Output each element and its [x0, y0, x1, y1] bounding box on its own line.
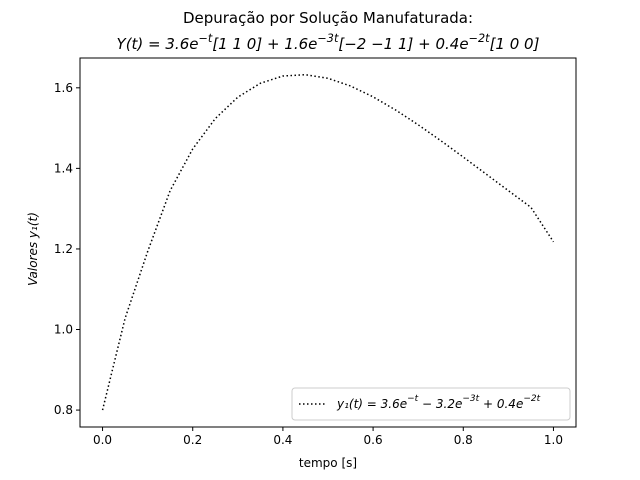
- plot-area: [101, 73, 555, 411]
- chart-subtitle: Y(t) = 3.6e−t​[1 1 0] + 1.6e−3t​[−2 −1 1…: [117, 32, 540, 53]
- y-tick-label: 1.4: [54, 161, 73, 175]
- y-tick-label: 1.2: [54, 242, 73, 256]
- axes-frame: [79, 57, 577, 428]
- axes: 0.0 0.2 0.4 0.6 0.8 1.0 0.8 1.0 1.2 1.4 1.6: [54, 57, 577, 447]
- x-tick-label: 1.0: [544, 433, 563, 447]
- x-tick-label: 0.0: [93, 433, 112, 447]
- x-tick-label: 0.2: [183, 433, 202, 447]
- x-axis-label: tempo [s]: [299, 456, 357, 470]
- y-tick-label: 1.6: [54, 81, 73, 95]
- legend-entry-y1: y₁(t) = 3.6e−t​ − 3.2e−3t​ + 0.4e−2t​: [336, 394, 541, 411]
- x-tick-label: 0.6: [364, 433, 383, 447]
- chart-title-group: Depuração por Solução Manufaturada: Y(t)…: [117, 9, 540, 53]
- x-tick-label: 0.4: [273, 433, 292, 447]
- series-line-0: [101, 73, 555, 411]
- legend: y₁(t) = 3.6e−t​ − 3.2e−3t​ + 0.4e−2t​: [291, 387, 571, 421]
- y-axis-label: Valores y₁(t): [26, 212, 40, 286]
- chart-title: Depuração por Solução Manufaturada:: [183, 9, 473, 27]
- x-tick-label: 0.8: [454, 433, 473, 447]
- y-tick-label: 0.8: [54, 403, 73, 417]
- y-tick-label: 1.0: [54, 323, 73, 337]
- legend-box: [291, 387, 571, 421]
